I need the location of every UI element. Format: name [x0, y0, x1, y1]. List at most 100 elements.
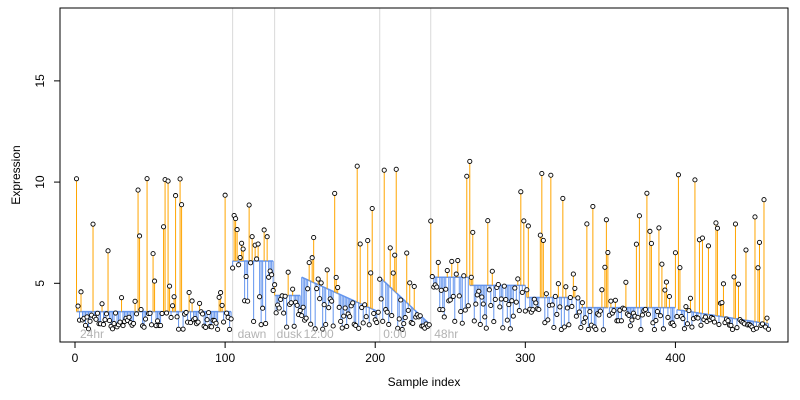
data-point — [435, 259, 441, 265]
data-point — [470, 229, 476, 235]
data-point — [203, 324, 209, 330]
y-axis-title: Expression — [9, 145, 23, 204]
data-point — [626, 312, 632, 318]
data-point — [567, 294, 573, 301]
data-point — [106, 318, 113, 324]
data-point — [186, 289, 192, 296]
data-point — [450, 293, 456, 299]
data-point — [405, 307, 411, 313]
data-point — [227, 326, 233, 332]
data-point — [365, 238, 371, 244]
data-point — [159, 311, 165, 317]
data-point — [105, 248, 111, 254]
data-point — [635, 314, 641, 320]
data-point — [759, 321, 766, 327]
data-point — [152, 278, 158, 284]
data-point — [246, 202, 252, 208]
data-point — [627, 323, 633, 329]
data-point — [314, 286, 320, 292]
data-point — [612, 297, 618, 303]
data-point — [429, 274, 435, 280]
data-point — [689, 324, 695, 330]
data-point — [362, 302, 368, 308]
data-point — [176, 326, 182, 332]
data-point — [85, 326, 92, 332]
data-point — [317, 296, 323, 302]
annotation-label: 24hr — [80, 327, 104, 341]
annotation-label: dawn — [238, 327, 267, 341]
data-point — [500, 325, 506, 331]
data-point — [611, 308, 617, 314]
data-point — [112, 310, 119, 316]
data-point — [675, 172, 681, 178]
data-point — [755, 265, 761, 271]
data-point — [434, 284, 440, 290]
data-point — [518, 189, 524, 195]
y-tick-label: 15 — [33, 74, 47, 88]
data-point — [552, 293, 558, 299]
data-point — [542, 320, 548, 326]
data-point — [732, 221, 739, 227]
data-point — [284, 324, 290, 330]
data-point — [464, 173, 470, 179]
data-point — [581, 319, 587, 325]
data-point — [465, 303, 471, 309]
data-point — [438, 287, 444, 293]
data-point — [73, 176, 80, 182]
data-point — [111, 321, 117, 327]
data-point — [100, 321, 107, 328]
data-point — [282, 293, 288, 299]
data-point — [623, 279, 629, 285]
data-point — [354, 163, 360, 169]
data-point — [161, 224, 167, 230]
data-point — [731, 274, 737, 280]
data-point — [549, 302, 555, 308]
data-point — [561, 324, 567, 330]
data-point — [330, 323, 336, 329]
data-point — [290, 286, 296, 292]
data-point — [291, 323, 297, 329]
data-point — [144, 176, 150, 182]
data-point — [350, 300, 356, 306]
data-point — [323, 321, 329, 328]
data-point — [536, 306, 542, 313]
data-point — [143, 316, 149, 322]
data-point — [390, 270, 396, 276]
data-point — [659, 261, 665, 267]
data-point — [492, 296, 498, 302]
data-point — [209, 324, 215, 330]
data-point — [728, 322, 734, 328]
data-point — [261, 227, 267, 233]
data-point — [468, 274, 474, 280]
data-point — [702, 314, 708, 320]
data-point — [216, 294, 222, 300]
data-point — [377, 276, 383, 282]
data-point — [692, 177, 698, 183]
x-tick-label: 0 — [72, 351, 79, 365]
deviation-segments — [76, 161, 769, 330]
data-point — [180, 326, 186, 332]
x-tick-label: 200 — [365, 351, 385, 365]
data-point — [597, 308, 603, 314]
data-point — [681, 326, 687, 332]
data-point — [189, 298, 195, 304]
data-point — [725, 318, 731, 324]
data-point — [386, 321, 392, 328]
data-point — [177, 176, 183, 182]
data-point — [647, 228, 653, 234]
data-point — [381, 167, 387, 173]
data-point — [426, 322, 432, 328]
data-point — [458, 309, 464, 315]
data-point — [215, 326, 221, 332]
x-tick-label: 400 — [665, 351, 685, 365]
data-point — [573, 313, 579, 319]
data-point — [677, 265, 683, 271]
data-point — [477, 321, 483, 328]
data-point — [522, 308, 528, 314]
data-point — [524, 287, 530, 293]
data-point — [276, 305, 282, 311]
data-point — [218, 290, 224, 296]
data-point — [603, 217, 609, 223]
data-point — [356, 325, 362, 331]
data-point — [318, 280, 324, 286]
